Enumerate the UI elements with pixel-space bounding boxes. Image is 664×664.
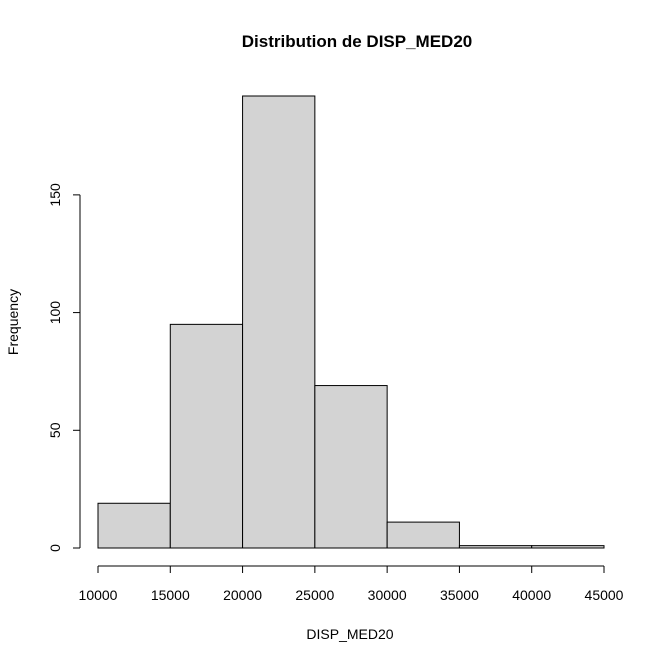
chart-title: Distribution de DISP_MED20	[242, 32, 472, 51]
histogram-bar	[386, 521, 460, 549]
histogram-bars	[97, 95, 605, 549]
y-tick-label: 100	[47, 301, 63, 325]
x-axis-label: DISP_MED20	[306, 626, 393, 642]
y-axis-label: Frequency	[5, 289, 21, 355]
y-tick-label: 0	[47, 544, 63, 552]
histogram-bar	[314, 385, 388, 549]
x-tick-label: 30000	[368, 587, 407, 603]
x-tick-label: 10000	[79, 587, 118, 603]
x-tick-label: 25000	[295, 587, 334, 603]
histogram-bar	[169, 323, 244, 549]
y-axis: 0 50 100 150	[47, 183, 81, 552]
x-tick-label: 40000	[512, 587, 551, 603]
x-tick-label: 15000	[151, 587, 190, 603]
histogram-bar	[242, 95, 316, 549]
y-tick-label: 50	[47, 422, 63, 438]
histogram-bar	[97, 502, 171, 549]
y-tick-label: 150	[47, 183, 63, 207]
x-axis: 10000 15000 20000 25000 30000 35000 40000 45000	[79, 565, 624, 603]
histogram-bar	[458, 545, 533, 549]
x-tick-label: 45000	[585, 587, 624, 603]
x-tick-label: 35000	[440, 587, 479, 603]
x-tick-label: 20000	[223, 587, 262, 603]
histogram-bar	[531, 545, 605, 549]
